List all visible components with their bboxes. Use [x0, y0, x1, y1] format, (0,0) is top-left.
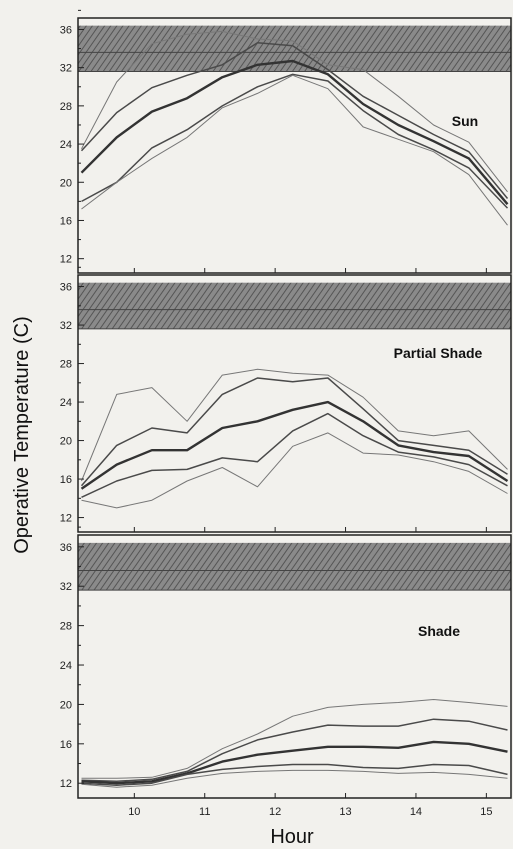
- comfort-band: [78, 282, 511, 329]
- y-tick-label: 28: [60, 101, 72, 113]
- panel-frame: [77, 17, 512, 274]
- y-tick-label: 20: [60, 436, 72, 448]
- x-tick-label: 11: [199, 806, 210, 818]
- y-tick-label: 12: [60, 254, 72, 266]
- series-line-outer: [81, 74, 508, 226]
- panel-label: Partial Shade: [394, 345, 483, 361]
- panel-partial-shade: 12 16 20 24 28 32 36 Partial Shade: [60, 266, 512, 533]
- series-line-inner: [80, 42, 509, 199]
- comfort-band: [78, 25, 511, 72]
- y-tick-label: 36: [60, 282, 72, 294]
- x-tick-label: 15: [480, 806, 492, 818]
- y-tick-label: 16: [60, 474, 72, 486]
- series-line-mean: [81, 740, 508, 785]
- y-tick-label: 12: [60, 513, 72, 525]
- panel-shade: 12 16 20 24 28 32 36 Shade: [60, 526, 512, 799]
- series-line-outer: [81, 368, 508, 482]
- y-tick-label: 12: [60, 778, 72, 790]
- series-line-outer: [81, 30, 508, 193]
- y-tick-label: 24: [60, 660, 72, 672]
- x-axis-title: Hour: [270, 826, 314, 848]
- series-line-inner: [81, 73, 509, 209]
- series-line-inner: [81, 412, 508, 498]
- panel-label: Shade: [418, 623, 460, 639]
- x-axis: 10 11 12 13 14 15: [128, 806, 492, 818]
- y-tick-label: 36: [60, 24, 72, 36]
- y-tick-label: 32: [60, 320, 72, 332]
- y-tick-label: 20: [60, 177, 72, 189]
- series-line-inner: [81, 763, 508, 786]
- panel-frame: [77, 274, 512, 533]
- y-tick-label: 28: [60, 621, 72, 633]
- y-tick-label: 24: [60, 397, 72, 409]
- series-line-outer: [81, 769, 508, 788]
- comfort-band: [78, 542, 511, 591]
- y-tick-label: 16: [60, 739, 72, 751]
- series-line-mean: [80, 400, 509, 490]
- y-tick-label: 32: [60, 581, 72, 593]
- series-line-outer: [81, 432, 508, 509]
- panel-sun: 12 16 20 24 28 32 36 Sun: [60, 9, 512, 274]
- x-tick-label: 10: [128, 806, 140, 818]
- panel-label: Sun: [452, 113, 478, 129]
- y-tick-label: 28: [60, 359, 72, 371]
- y-tick-label: 20: [60, 699, 72, 711]
- x-tick-label: 12: [269, 806, 281, 818]
- y-tick-label: 16: [60, 215, 72, 227]
- x-tick-label: 14: [410, 806, 422, 818]
- series-line-outer: [81, 699, 508, 779]
- y-tick-label: 32: [60, 63, 72, 75]
- y-tick-label: 24: [60, 139, 72, 151]
- series-line-inner: [80, 377, 508, 487]
- x-tick-label: 13: [339, 806, 351, 818]
- series-line-inner: [81, 718, 508, 783]
- y-axis-title: Operative Temperature (C): [11, 316, 33, 554]
- series-line-mean: [80, 59, 509, 205]
- panel-frame: [77, 534, 512, 799]
- y-tick-label: 36: [60, 542, 72, 554]
